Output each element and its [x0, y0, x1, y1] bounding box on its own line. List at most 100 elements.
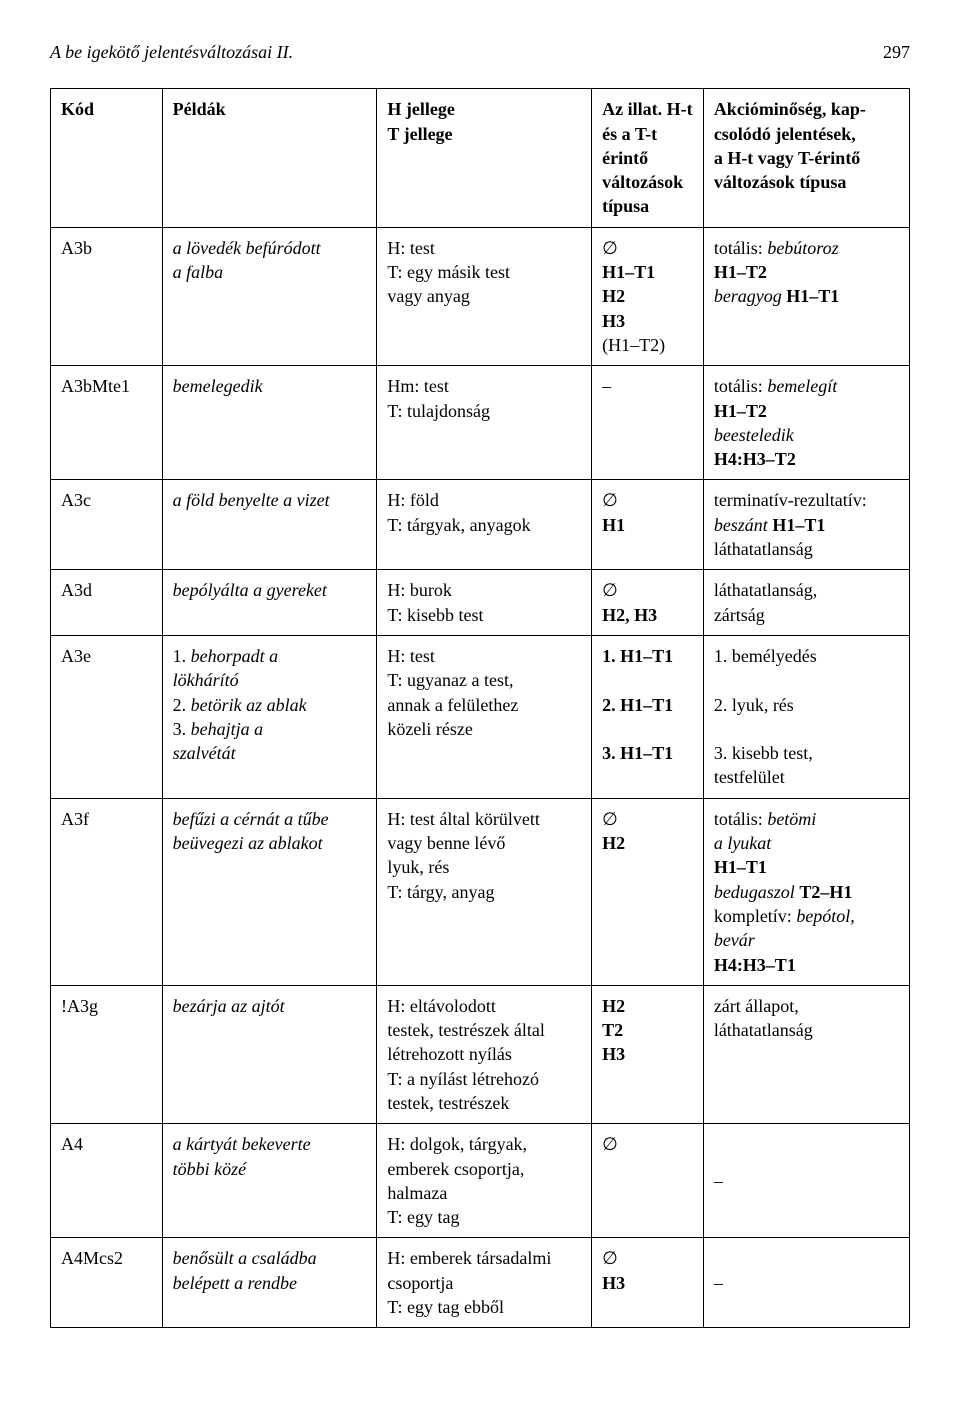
h-line: Hm: test [387, 376, 449, 396]
h-line: H: test által körülvett [387, 809, 539, 829]
ak-line: bepótol, [796, 906, 855, 926]
title-part-1: A [50, 42, 65, 62]
running-title: A be igekötő jelentésváltozásai II. [50, 40, 293, 64]
t-line: T: egy másik test [387, 262, 510, 282]
ak-line: zártság [714, 605, 765, 625]
ak-line: H1–T1 [714, 857, 767, 877]
cell-ak: láthatatlanság, zártság [703, 570, 909, 636]
table-row: A4 a kártyát bekeverte többi közé H: dol… [51, 1124, 910, 1238]
h-line: H: burok [387, 580, 452, 600]
peldak-line: 2. [173, 695, 191, 715]
illat-line: H1 [602, 515, 625, 535]
t-line: testek, testrészek [387, 1093, 509, 1113]
table-row: A3bMte1 bemelegedik Hm: test T: tulajdon… [51, 366, 910, 480]
h-line: H: föld [387, 490, 439, 510]
illat-line: H1–T1 [602, 262, 655, 282]
h-line: emberek csoportja, [387, 1159, 524, 1179]
peldak-line: a kártyát bekeverte [173, 1134, 311, 1154]
cell-illat: – [592, 366, 704, 480]
cell-kod: A3bMte1 [51, 366, 163, 480]
peldak-line: a föld benyelte a vizet [173, 490, 330, 510]
cell-h: H: test T: ugyanaz a test, annak a felül… [377, 635, 592, 798]
cell-illat: 1. H1–T1 2. H1–T1 3. H1–T1 [592, 635, 704, 798]
cell-peldak: bemelegedik [162, 366, 377, 480]
peldak-line: bemelegedik [173, 376, 263, 396]
t-line: annak a felülethez [387, 695, 518, 715]
t-line: T: kisebb test [387, 605, 483, 625]
ak-line: H4:H3–T2 [714, 449, 796, 469]
ak-line: H1–T2 [714, 262, 767, 282]
ak-line: beesteledik [714, 425, 794, 445]
peldak-line: befűzi a cérnát a tűbe [173, 809, 329, 829]
ak-line: H1–T1 [786, 286, 839, 306]
col-illat: Az illat. H-t és a T-t érintő változások… [592, 89, 704, 227]
table-row: A3c a föld benyelte a vizet H: föld T: t… [51, 480, 910, 570]
cell-peldak: bezárja az ajtót [162, 985, 377, 1123]
illat-line: H2, H3 [602, 605, 657, 625]
illat-line3: változások [602, 172, 683, 192]
cell-illat: H2 T2 H3 [592, 985, 704, 1123]
illat-line: 1. H1–T1 [602, 646, 673, 666]
ak-line: T2–H1 [799, 882, 852, 902]
cell-h: Hm: test T: tulajdonság [377, 366, 592, 480]
peldak-line: bezárja az ajtót [173, 996, 285, 1016]
ak-line: bemelegít [767, 376, 837, 396]
cell-ak: – [703, 1124, 909, 1238]
illat-line: T2 [602, 1020, 623, 1040]
table-row: A4Mcs2 benősült a családba belépett a re… [51, 1238, 910, 1328]
illat-line1: Az illat. H-t [602, 99, 692, 119]
illat-line: H2 [602, 996, 625, 1016]
cell-kod: A3e [51, 635, 163, 798]
peldak-line: behorpadt a [191, 646, 279, 666]
ak-line: 3. kisebb test, [714, 743, 813, 763]
ak-line: láthatatlanság [714, 539, 813, 559]
table-row: A3b a lövedék befúródott a falba H: test… [51, 227, 910, 365]
ak-line: totális: [714, 809, 768, 829]
t-line: T: tárgyak, anyagok [387, 515, 530, 535]
illat-line: ∅ [602, 490, 618, 510]
ak-line: H1–T2 [714, 401, 767, 421]
peldak-line: betörik az ablak [191, 695, 307, 715]
col-peldak: Példák [162, 89, 377, 227]
peldak-line: a lövedék befúródott [173, 238, 321, 258]
h-line: testek, testrészek által [387, 1020, 544, 1040]
cell-kod: A4Mcs2 [51, 1238, 163, 1328]
cell-h: H: test által körülvett vagy benne lévő … [377, 798, 592, 985]
ak-line: zárt állapot, [714, 996, 799, 1016]
cell-kod: !A3g [51, 985, 163, 1123]
cell-illat: ∅ [592, 1124, 704, 1238]
cell-kod: A3f [51, 798, 163, 985]
peldak-line: 1. [173, 646, 191, 666]
cell-kod: A4 [51, 1124, 163, 1238]
main-table: Kód Példák H jellege T jellege Az illat.… [50, 88, 910, 1328]
title-part-2: be [65, 42, 87, 62]
illat-line4: típusa [602, 196, 649, 216]
col-akcio: Akcióminőség, kap- csolódó jelentések, a… [703, 89, 909, 227]
ak-line: H4:H3–T1 [714, 955, 796, 975]
ak-line: totális: [714, 376, 768, 396]
t-line: vagy anyag [387, 286, 469, 306]
illat-line: ∅ [602, 1248, 618, 1268]
ak-line: kompletív: [714, 906, 797, 926]
peldak-line: 3. [173, 719, 191, 739]
cell-ak: zárt állapot, láthatatlanság [703, 985, 909, 1123]
cell-peldak: befűzi a cérnát a tűbe beüvegezi az abla… [162, 798, 377, 985]
cell-peldak: benősült a családba belépett a rendbe [162, 1238, 377, 1328]
illat-line: 2. H1–T1 [602, 695, 673, 715]
akcio-line3: a H-t vagy T-érintő [714, 148, 861, 168]
cell-peldak: 1. behorpadt a lökhárító 2. betörik az a… [162, 635, 377, 798]
cell-h: H: test T: egy másik test vagy anyag [377, 227, 592, 365]
ak-line: bebútoroz [767, 238, 838, 258]
cell-h: H: dolgok, tárgyak, emberek csoportja, h… [377, 1124, 592, 1238]
illat-line: H3 [602, 1273, 625, 1293]
cell-illat: ∅ H1 [592, 480, 704, 570]
peldak-line: beüvegezi az ablakot [173, 833, 323, 853]
cell-illat: ∅ H2, H3 [592, 570, 704, 636]
h-line: lyuk, rés [387, 857, 449, 877]
t-line: T: egy tag ebből [387, 1297, 504, 1317]
cell-ak: terminatív-rezultatív: beszánt H1–T1 lát… [703, 480, 909, 570]
title-part-3: igekötő jelentésváltozásai II. [87, 42, 293, 62]
cell-ak: totális: betömi a lyukat H1–T1 bedugaszo… [703, 798, 909, 985]
cell-illat: ∅ H3 [592, 1238, 704, 1328]
ak-line: láthatatlanság, [714, 580, 817, 600]
